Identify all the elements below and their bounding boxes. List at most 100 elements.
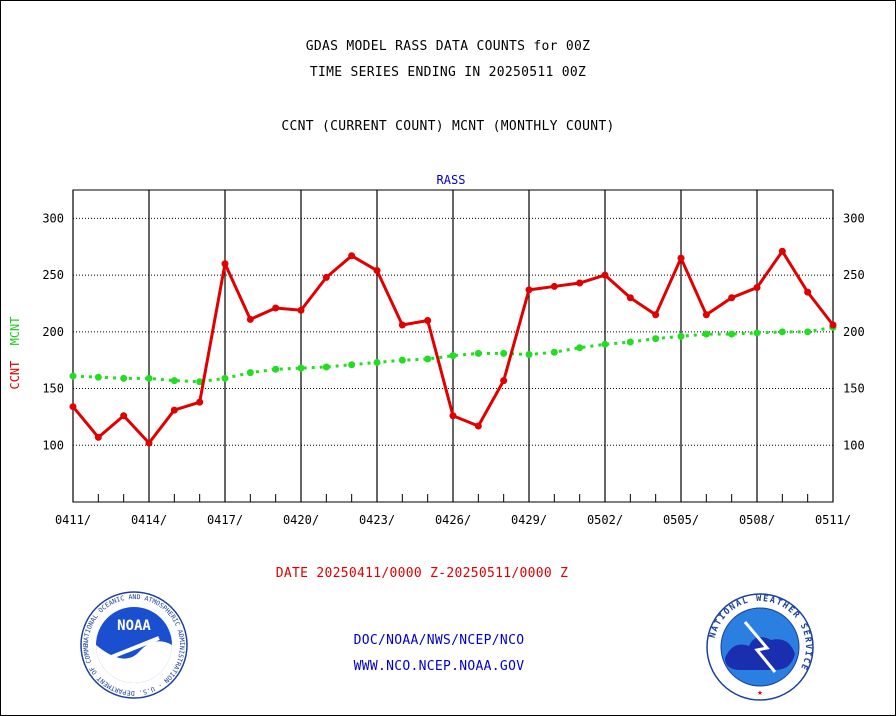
data-point-ccnt bbox=[221, 260, 229, 268]
data-point-mcnt bbox=[69, 372, 77, 380]
y-tick-label: 250 bbox=[42, 268, 64, 282]
data-point-ccnt bbox=[525, 286, 533, 294]
data-point-mcnt bbox=[474, 349, 482, 357]
data-point-mcnt bbox=[170, 377, 178, 385]
y-tick-label-right: 150 bbox=[843, 382, 865, 396]
data-point-mcnt bbox=[728, 330, 736, 338]
x-tick-label: 0423/ bbox=[359, 513, 395, 527]
data-point-mcnt bbox=[652, 335, 660, 343]
data-point-ccnt bbox=[829, 321, 837, 329]
data-point-mcnt bbox=[702, 330, 710, 338]
x-tick-label: 0502/ bbox=[587, 513, 623, 527]
data-point-ccnt bbox=[500, 377, 508, 385]
data-point-mcnt bbox=[94, 373, 102, 381]
y-axis-label-mcnt: MCNT bbox=[8, 316, 22, 345]
chart-title-line3: CCNT (CURRENT COUNT) MCNT (MONTHLY COUNT… bbox=[281, 119, 615, 134]
data-point-ccnt bbox=[145, 439, 153, 447]
grid-layer bbox=[72, 190, 834, 502]
x-tick-label: 0426/ bbox=[435, 513, 471, 527]
data-point-ccnt bbox=[474, 422, 482, 430]
data-point-ccnt bbox=[424, 316, 432, 324]
y-axis-label: CCNT MCNT bbox=[8, 316, 22, 389]
x-tick-label: 0511/ bbox=[815, 513, 851, 527]
data-point-ccnt bbox=[196, 398, 204, 406]
data-point-mcnt bbox=[322, 363, 330, 371]
data-point-ccnt bbox=[753, 284, 761, 292]
data-point-mcnt bbox=[272, 365, 280, 373]
y-tick-label: 200 bbox=[42, 325, 64, 339]
data-point-ccnt bbox=[94, 433, 102, 441]
data-point-ccnt bbox=[702, 311, 710, 319]
data-point-mcnt bbox=[348, 361, 356, 369]
data-point-mcnt bbox=[221, 374, 229, 382]
series-layer bbox=[69, 247, 837, 447]
chart-title-line2: TIME SERIES ENDING IN 20250511 00Z bbox=[309, 65, 587, 80]
data-point-ccnt bbox=[69, 403, 77, 411]
data-point-mcnt bbox=[550, 348, 558, 356]
chart-title-line1: GDAS MODEL RASS DATA COUNTS for 00Z bbox=[305, 39, 591, 54]
data-point-ccnt bbox=[728, 294, 736, 302]
data-point-ccnt bbox=[322, 273, 330, 281]
data-point-mcnt bbox=[398, 356, 406, 364]
data-point-ccnt bbox=[297, 306, 305, 314]
x-tick-label: 0420/ bbox=[283, 513, 319, 527]
y-tick-label: 300 bbox=[42, 211, 64, 225]
data-point-ccnt bbox=[348, 252, 356, 260]
data-point-mcnt bbox=[626, 338, 634, 346]
data-point-mcnt bbox=[601, 340, 609, 348]
data-point-ccnt bbox=[804, 288, 812, 296]
data-point-ccnt bbox=[626, 294, 634, 302]
org-path-label: DOC/NOAA/NWS/NCEP/NCO bbox=[353, 633, 525, 648]
data-point-mcnt bbox=[120, 374, 128, 382]
data-point-ccnt bbox=[398, 321, 406, 329]
website-link[interactable]: WWW.NCO.NCEP.NOAA.GOV bbox=[353, 659, 525, 674]
nws-star-icon: ★ bbox=[757, 688, 763, 698]
noaa-logo-text: NOAA bbox=[117, 618, 151, 634]
data-point-mcnt bbox=[196, 378, 204, 386]
y-tick-label: 100 bbox=[42, 438, 64, 452]
nws-logo: NATIONAL WEATHER SERVICE ★ bbox=[706, 593, 814, 701]
data-point-ccnt bbox=[677, 254, 685, 262]
y-tick-label-right: 250 bbox=[843, 268, 865, 282]
data-point-mcnt bbox=[145, 374, 153, 382]
data-point-ccnt bbox=[449, 412, 457, 420]
data-point-ccnt bbox=[576, 279, 584, 287]
data-point-mcnt bbox=[246, 369, 254, 377]
y-tick-label: 150 bbox=[42, 382, 64, 396]
y-tick-label-right: 200 bbox=[843, 325, 865, 339]
data-point-ccnt bbox=[550, 282, 558, 290]
data-point-mcnt bbox=[525, 351, 533, 359]
data-point-mcnt bbox=[373, 358, 381, 366]
x-tick-label: 0508/ bbox=[739, 513, 775, 527]
y-axis-label-ccnt: CCNT bbox=[8, 361, 22, 390]
x-tick-label: 0505/ bbox=[663, 513, 699, 527]
data-point-mcnt bbox=[449, 352, 457, 360]
data-point-ccnt bbox=[778, 247, 786, 255]
data-point-ccnt bbox=[373, 267, 381, 275]
data-point-mcnt bbox=[576, 344, 584, 352]
x-tick-label: 0414/ bbox=[131, 513, 167, 527]
x-tick-label: 0417/ bbox=[207, 513, 243, 527]
data-point-ccnt bbox=[170, 406, 178, 414]
x-tick-label: 0429/ bbox=[511, 513, 547, 527]
plot-area-border bbox=[72, 189, 834, 503]
data-point-ccnt bbox=[246, 315, 254, 323]
data-point-mcnt bbox=[778, 328, 786, 336]
data-point-mcnt bbox=[297, 364, 305, 372]
plot-subtitle: RASS bbox=[437, 173, 466, 187]
y-tick-label-right: 100 bbox=[843, 438, 865, 452]
date-range-label: DATE 20250411/0000 Z-20250511/0000 Z bbox=[275, 566, 569, 581]
data-point-mcnt bbox=[500, 349, 508, 357]
noaa-logo: NOAA NATIONAL OCEANIC AND ATMOSPHERIC AD… bbox=[79, 590, 188, 699]
data-point-mcnt bbox=[677, 332, 685, 340]
data-point-mcnt bbox=[804, 328, 812, 336]
data-point-ccnt bbox=[120, 412, 128, 420]
y-tick-label-right: 300 bbox=[843, 211, 865, 225]
data-point-ccnt bbox=[601, 271, 609, 279]
data-point-mcnt bbox=[753, 329, 761, 337]
axis-layer: 100 100 150 150 200 200 250 250 300 300 0411/0414/… bbox=[42, 189, 865, 527]
x-tick-label: 0411/ bbox=[55, 513, 91, 527]
data-point-mcnt bbox=[424, 355, 432, 363]
data-point-ccnt bbox=[272, 304, 280, 312]
